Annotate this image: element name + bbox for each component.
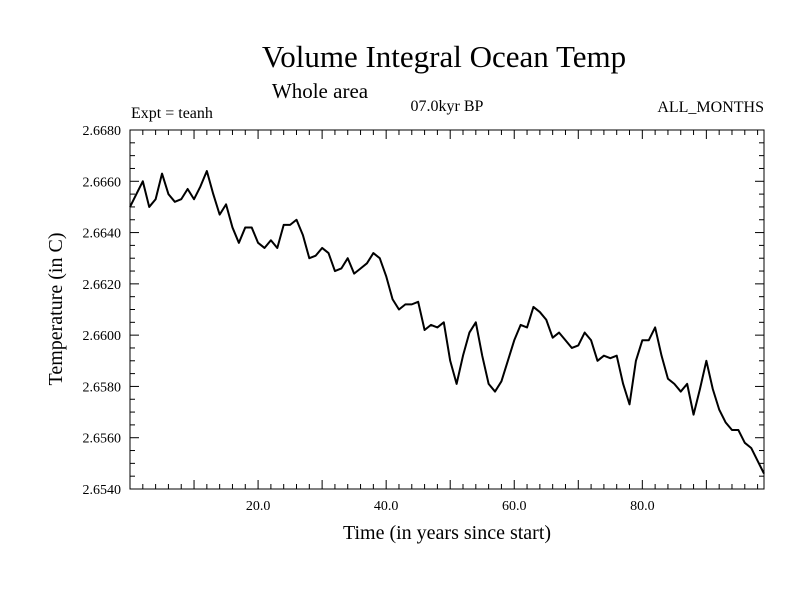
x-axis-label: Time (in years since start) [343,522,551,544]
x-tick-label: 20.0 [246,499,271,514]
y-tick-label: 2.6600 [83,329,122,344]
period-label: 07.0kyr BP [411,98,484,115]
y-axis-label: Temperature (in C) [45,233,67,386]
plot-frame [129,129,765,490]
y-tick-label: 2.6540 [83,483,122,498]
x-tick-label: 80.0 [630,499,655,514]
months-label: ALL_MONTHS [657,99,764,116]
y-tick-label: 2.6620 [83,278,122,293]
y-tick-label: 2.6560 [83,432,122,447]
y-tick-label: 2.6660 [83,175,122,190]
chart-title: Volume Integral Ocean Temp [262,39,626,74]
y-tick-labels: 2.6540 2.6560 2.6580 2.6600 2.6620 2.6640 2.66… [83,124,122,498]
y-tick-label: 2.6580 [83,380,122,395]
y-tick-label: 2.6640 [83,227,122,242]
x-tick-label: 40.0 [374,499,399,514]
experiment-label: Expt = teanh [131,105,213,122]
tick-marks [130,130,764,489]
x-tick-label: 60.0 [502,499,527,514]
y-tick-label: 2.6680 [83,124,122,139]
series-line-teanh [129,170,765,475]
x-tick-labels: 20.0 40.0 60.0 80.0 [246,499,655,514]
chart-subtitle: Whole area [272,79,369,103]
